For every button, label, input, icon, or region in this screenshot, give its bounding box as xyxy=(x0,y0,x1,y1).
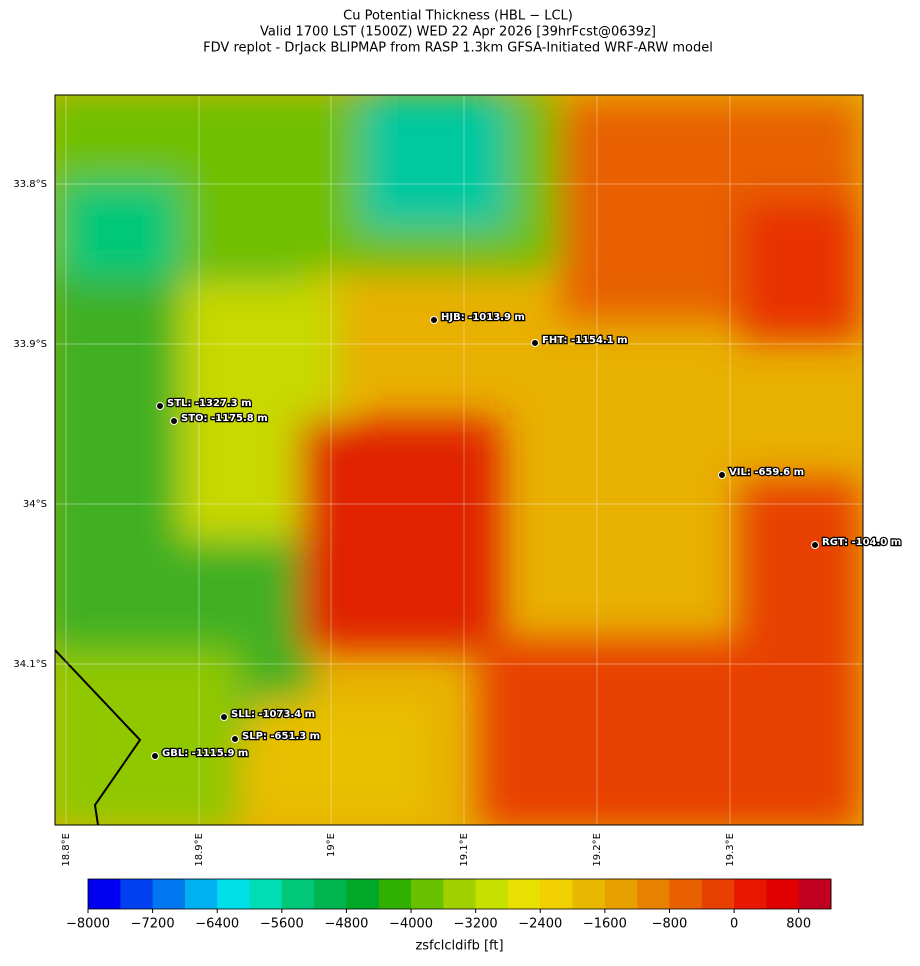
colorbar-tick-label: −2400 xyxy=(518,917,562,932)
lon-label: 19.1°E xyxy=(459,833,470,867)
lon-label: 18.8°E xyxy=(61,833,72,867)
colorbar-segment xyxy=(604,879,638,909)
title: FDV replot - DrJack BLIPMAP from RASP 1.… xyxy=(203,41,713,56)
colorbar-tick-label: −3200 xyxy=(454,917,498,932)
colorbar-frame xyxy=(87,878,832,910)
colorbar-segment xyxy=(249,879,283,909)
station-marker xyxy=(220,713,228,721)
station-label: HJB: -1013.9 m xyxy=(441,312,525,323)
colorbar-segment xyxy=(669,879,703,909)
lon-label: 18.9°E xyxy=(194,833,205,867)
colorbar-segment xyxy=(152,879,186,909)
lat-label: 33.8°S xyxy=(13,179,47,190)
colorbar-segment xyxy=(443,879,477,909)
colorbar-tick-label: −4000 xyxy=(389,917,433,932)
colorbar-tick-label: −6400 xyxy=(195,917,239,932)
colorbar-segment xyxy=(411,879,444,909)
station-label: STL: -1327.3 m xyxy=(167,398,252,409)
lon-label: 19°E xyxy=(326,833,337,857)
colorbar-segment xyxy=(766,879,800,909)
lon-label: 19.3°E xyxy=(725,833,736,867)
map-raster xyxy=(55,95,863,825)
station-marker xyxy=(156,402,164,410)
colorbar-segment xyxy=(798,879,832,909)
station-label: RGT: -104.0 m xyxy=(822,537,901,548)
station-label: SLP: -651.3 m xyxy=(242,731,320,742)
station-marker xyxy=(151,752,159,760)
colorbar-segment xyxy=(184,879,218,909)
colorbar-segment xyxy=(281,879,315,909)
colorbar-tick-label: 0 xyxy=(730,917,738,932)
lat-label: 33.9°S xyxy=(13,339,47,350)
colorbar-segment xyxy=(734,879,767,909)
station-marker xyxy=(718,471,726,479)
station-label: SLL: -1073.4 m xyxy=(231,709,315,720)
colorbar-segment xyxy=(217,879,251,909)
station-label: FHT: -1154.1 m xyxy=(542,335,628,346)
colorbar-segment xyxy=(88,879,121,909)
station-label: VIL: -659.6 m xyxy=(729,467,804,478)
station-marker xyxy=(531,339,539,347)
title: Valid 1700 LST (1500Z) WED 22 Apr 2026 [… xyxy=(260,25,656,40)
colorbar-tick-label: −1600 xyxy=(583,917,627,932)
station-label: GBL: -1115.9 m xyxy=(162,748,248,759)
map-frame xyxy=(54,94,864,826)
colorbar-segment xyxy=(346,879,380,909)
colorbar-segment xyxy=(314,879,347,909)
lon-label: 19.2°E xyxy=(592,833,603,867)
colorbar-tick-label: −800 xyxy=(652,917,688,932)
colorbar-segment xyxy=(637,879,670,909)
station-marker xyxy=(231,735,239,743)
lat-label: 34.1°S xyxy=(13,659,47,670)
station-marker xyxy=(430,316,438,324)
colorbar-tick-label: −7200 xyxy=(131,917,175,932)
colorbar-tick-label: −4800 xyxy=(324,917,368,932)
title: Cu Potential Thickness (HBL − LCL) xyxy=(343,9,573,24)
lat-label: 34°S xyxy=(23,499,47,510)
station-marker xyxy=(170,417,178,425)
colorbar-tick-label: −5600 xyxy=(260,917,304,932)
colorbar-tick-label: −8000 xyxy=(66,917,110,932)
colorbar-tick-label: 800 xyxy=(786,917,811,932)
station-marker xyxy=(811,541,819,549)
station-label: STO: -1175.8 m xyxy=(181,413,268,424)
colorbar-label: zsfclcldifb [ft] xyxy=(415,939,503,954)
colorbar-segment xyxy=(507,879,541,909)
colorbar-segment xyxy=(120,879,154,909)
colorbar-segment xyxy=(701,879,735,909)
colorbar-segment xyxy=(540,879,574,909)
colorbar-segment xyxy=(475,879,509,909)
colorbar-segment xyxy=(572,879,606,909)
colorbar-segment xyxy=(378,879,412,909)
